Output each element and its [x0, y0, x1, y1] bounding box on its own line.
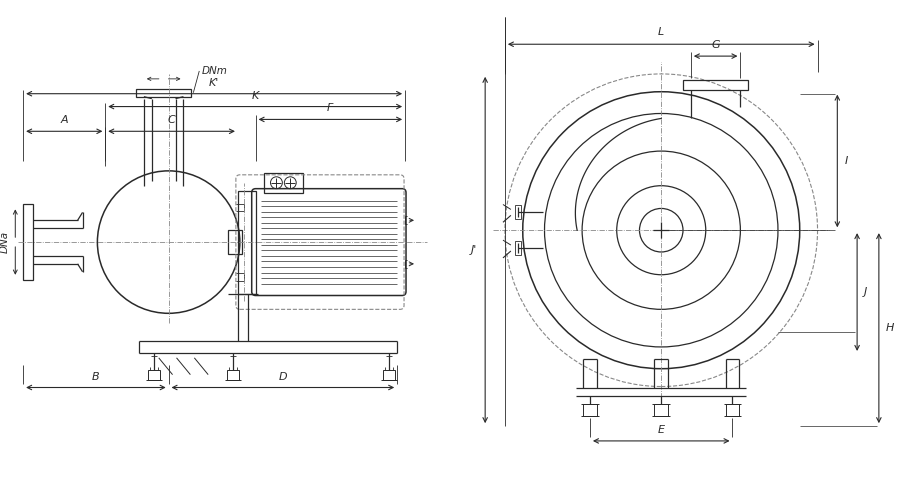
Text: H: H [885, 323, 893, 333]
Text: A: A [61, 116, 68, 126]
Text: DNa: DNa [0, 231, 9, 253]
Bar [725, 404, 739, 416]
Bar [582, 404, 596, 416]
Bar [383, 370, 395, 380]
Bar [135, 89, 191, 96]
Text: D: D [278, 372, 287, 382]
Text: L: L [657, 28, 664, 38]
Bar [515, 206, 520, 220]
Text: C: C [168, 116, 175, 126]
Text: B: B [92, 372, 99, 382]
Text: F: F [327, 104, 333, 114]
Text: I: I [843, 156, 846, 166]
Bar [515, 241, 520, 255]
Bar [148, 370, 160, 380]
Bar [227, 370, 238, 380]
Bar [228, 230, 241, 254]
Text: J': J' [470, 245, 477, 255]
Text: J: J [863, 287, 866, 297]
Bar [237, 190, 256, 294]
Text: E: E [657, 425, 664, 435]
Text: K: K [251, 90, 258, 101]
Bar [23, 204, 33, 280]
Bar [264, 173, 303, 193]
Text: DNm: DNm [201, 66, 227, 76]
Text: G: G [711, 40, 719, 50]
Bar [654, 404, 667, 416]
Bar [683, 80, 748, 90]
Text: K': K' [209, 78, 219, 88]
